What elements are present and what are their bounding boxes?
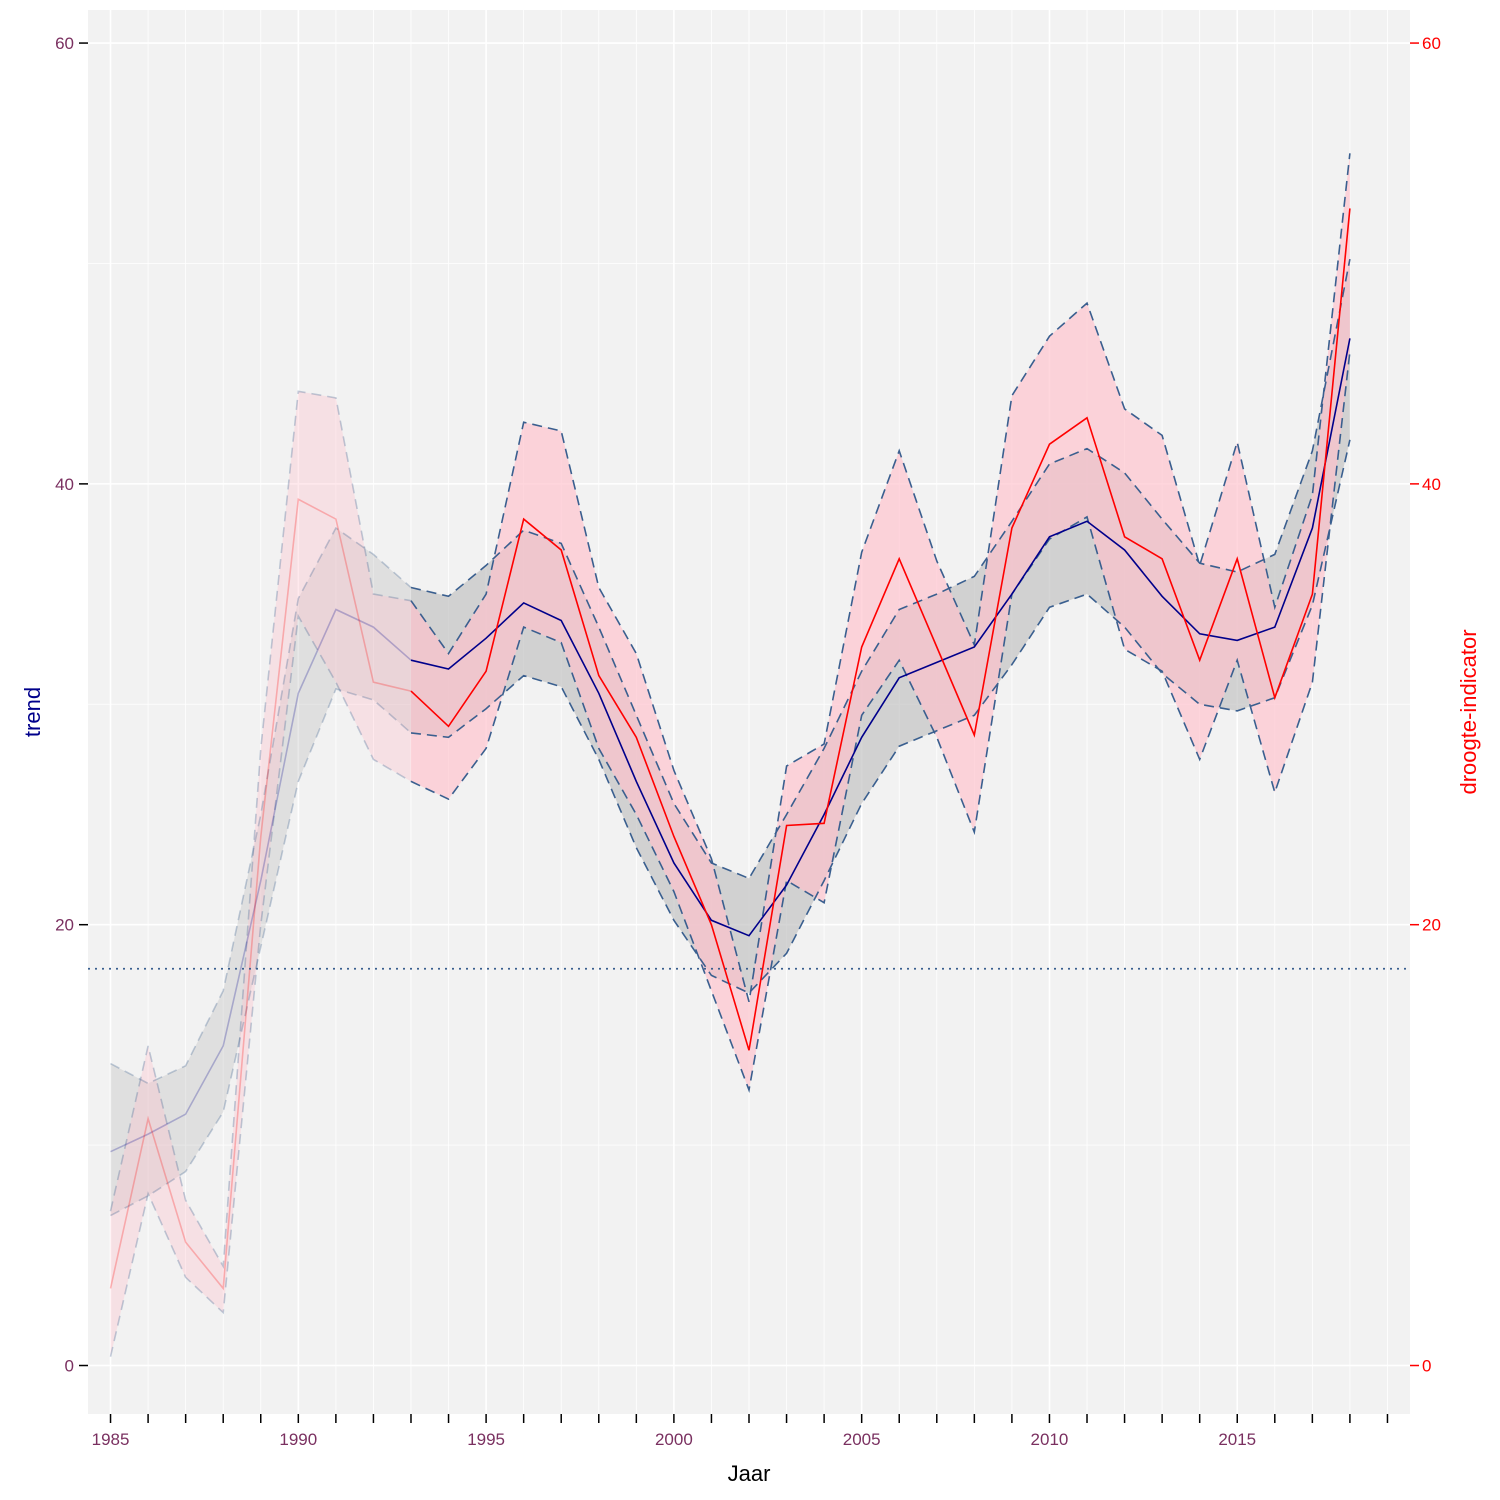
x-tick-label: 1990 [279, 1430, 317, 1449]
droogte-indicator-line-early [109, 498, 412, 1291]
droogte-indicator-line [410, 208, 1351, 1051]
confidence-bands [110, 153, 1350, 1357]
y-axis-title-left: trend [20, 687, 45, 737]
y-axis-title-right: droogte-indicator [1456, 629, 1481, 794]
x-tick-label: 1995 [467, 1430, 505, 1449]
droogte-indicator-band-edge [410, 351, 1351, 1093]
droogte-indicator-band [411, 153, 1350, 1091]
x-tick-label: 2010 [1031, 1430, 1069, 1449]
y-tick-label-left: 20 [55, 916, 74, 935]
trend-band-edge-early [110, 526, 412, 1085]
droogte-indicator-band-edge [410, 153, 1351, 1003]
x-axis-title: Jaar [728, 1461, 771, 1486]
trend-band-edge [410, 439, 1351, 994]
series-lines [109, 153, 1351, 1357]
y-tick-label-left: 0 [65, 1357, 74, 1376]
x-tick-label: 2015 [1218, 1430, 1256, 1449]
x-tick-label: 2000 [655, 1430, 693, 1449]
droogte-indicator-band-edge-early [109, 613, 412, 1357]
y-tick-label-left: 40 [55, 475, 74, 494]
trend-band-edge-early [110, 687, 412, 1217]
x-tick-label: 2005 [843, 1430, 881, 1449]
axes: 1985 1990 1995 2000 2005 2010 2015 0 20 40 60 0 20 40… [55, 34, 1441, 1449]
y-tick-label-right: 40 [1422, 475, 1441, 494]
trend-line-early [110, 608, 412, 1153]
y-tick-label-right: 60 [1422, 34, 1441, 53]
trend-line [410, 338, 1351, 937]
droogte-indicator-band-early [110, 391, 411, 1357]
y-tick-label-left: 60 [55, 34, 74, 53]
x-tick-label: 1985 [92, 1430, 130, 1449]
trend-band-early [110, 528, 411, 1216]
y-tick-label-right: 20 [1422, 916, 1441, 935]
y-tick-label-right: 0 [1422, 1357, 1431, 1376]
trend-band-edge [410, 258, 1351, 880]
